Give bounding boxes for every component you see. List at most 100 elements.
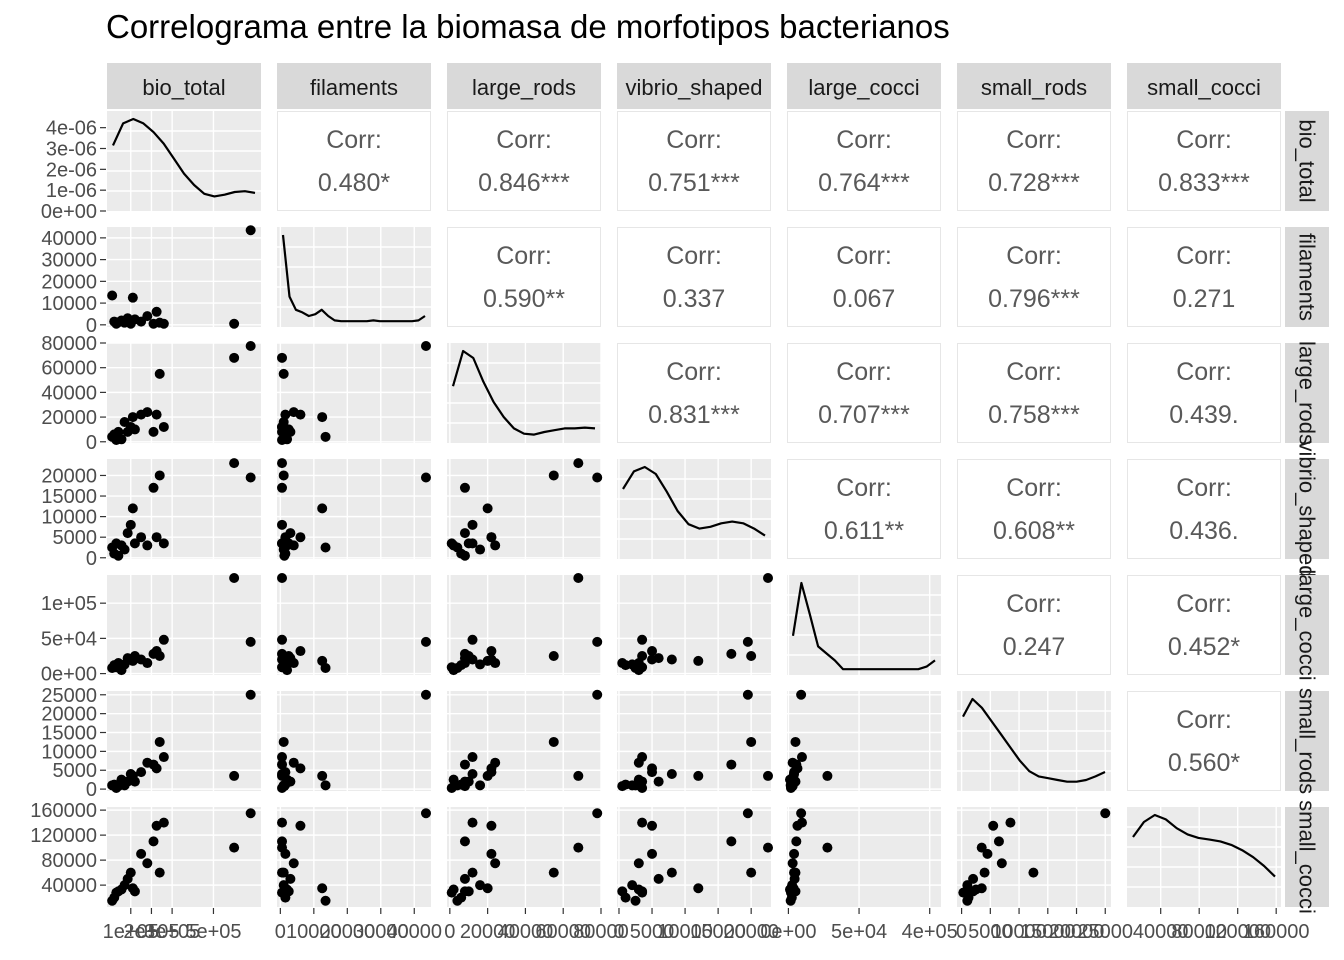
corr-value: 0.560* (1168, 749, 1241, 777)
x-tick-label: 10000 (657, 921, 713, 943)
plot-panel (277, 459, 431, 559)
scatter-point (420, 472, 431, 483)
scatter-point (573, 573, 584, 583)
scatter-point (653, 873, 664, 884)
scatter-point (136, 532, 147, 543)
scatter-point (277, 817, 288, 828)
scatter-point (283, 776, 294, 787)
scatter-point (317, 655, 328, 666)
chart-title: Correlograma entre la biomasa de morfoti… (106, 8, 950, 45)
scatter-point (448, 884, 459, 895)
corr-label: Corr: (1176, 706, 1232, 734)
scatter-point (107, 290, 118, 301)
y-tick-label: 2e-06 (46, 159, 97, 181)
scatter-point (617, 781, 628, 792)
x-tick-label: 30000 (353, 921, 409, 943)
scatter-point (993, 836, 1004, 847)
scatter-point (158, 634, 169, 645)
scatter-point (459, 836, 470, 847)
scatter-point (320, 780, 331, 791)
scatter-point (573, 770, 584, 781)
strip-right-large_rods (1285, 343, 1329, 443)
scatter-point (158, 421, 169, 432)
scatter-point (154, 867, 165, 878)
scatter-point (154, 736, 165, 747)
x-tick-label: 80000 (573, 921, 629, 943)
x-tick-label: 0 (613, 921, 624, 943)
corr-label: Corr: (326, 126, 382, 154)
scatter-point (746, 650, 757, 661)
y-tick-label: 120000 (30, 825, 97, 847)
scatter-point (151, 763, 162, 774)
corr-value: 0.764*** (818, 169, 910, 197)
scatter-point (127, 292, 138, 303)
scatter-point (459, 482, 470, 493)
x-tick-label: 15000 (690, 921, 746, 943)
strip-right-small_cocci (1285, 807, 1329, 907)
scatter-point (796, 689, 807, 700)
scatter-point (475, 880, 486, 891)
density-curve (1132, 813, 1276, 878)
corr-value: 0.758*** (988, 401, 1080, 429)
y-tick-label: 20000 (41, 465, 97, 487)
y-tick-label: 0 (86, 432, 97, 454)
scatter-point (693, 883, 704, 894)
scatter-point (789, 848, 800, 859)
x-tick-label: 0 (275, 921, 286, 943)
scatter-point (448, 774, 459, 785)
scatter-point (280, 409, 291, 420)
strip-top-vibrio_shaped (617, 63, 771, 109)
y-tick-label: 160000 (30, 800, 97, 822)
y-tick-label: 40000 (41, 228, 97, 250)
plot-panel (107, 111, 261, 211)
y-tick-label: 15000 (41, 486, 97, 508)
scatter-point (420, 808, 431, 819)
corr-value: 0.439. (1169, 401, 1239, 429)
scatter-point (295, 820, 306, 831)
y-tick-label: 20000 (41, 407, 97, 429)
scatter-point (420, 341, 431, 351)
x-tick-label: 5000 (630, 921, 675, 943)
strip-top-label: small_cocci (1147, 75, 1261, 100)
scatter-point (647, 646, 658, 657)
scatter-point (459, 528, 470, 539)
scatter-point (486, 532, 497, 543)
scatter-point (245, 689, 256, 700)
scatter-point (142, 658, 153, 669)
scatter-point (1028, 867, 1039, 878)
scatter-point (463, 886, 474, 897)
corr-label: Corr: (1006, 242, 1062, 270)
corr-value: 0.707*** (818, 401, 910, 429)
corr-panel (787, 227, 941, 327)
scatter-point (467, 769, 478, 780)
y-tick-label: 0 (86, 315, 97, 337)
scatter-point (129, 538, 140, 549)
scatter-point (229, 770, 240, 781)
plot-panel (787, 807, 941, 907)
scatter-point (996, 858, 1007, 869)
y-tick-label: 0 (86, 548, 97, 570)
corr-value: 0.247 (1003, 633, 1066, 661)
x-tick-label: 5000 (968, 921, 1013, 943)
scatter-point (446, 782, 457, 793)
x-tick-label: 60000 (535, 921, 591, 943)
y-tick-label: 10000 (41, 293, 97, 315)
scatter-point (277, 752, 288, 763)
density-curve (622, 465, 766, 537)
scatter-point (448, 540, 459, 551)
scatter-point (787, 858, 798, 869)
scatter-point (283, 886, 294, 897)
scatter-point (459, 873, 470, 884)
corr-label: Corr: (496, 242, 552, 270)
corr-label: Corr: (666, 126, 722, 154)
x-tick-label: 1e+05 (103, 921, 159, 943)
scatter-point (467, 634, 478, 645)
plot-panel (787, 691, 941, 791)
corr-value: 0.590** (483, 285, 565, 313)
scatter-point (637, 634, 648, 645)
plot-panel (1127, 807, 1281, 907)
corr-label: Corr: (1176, 242, 1232, 270)
scatter-point (278, 650, 289, 661)
scatter-point (482, 883, 493, 894)
